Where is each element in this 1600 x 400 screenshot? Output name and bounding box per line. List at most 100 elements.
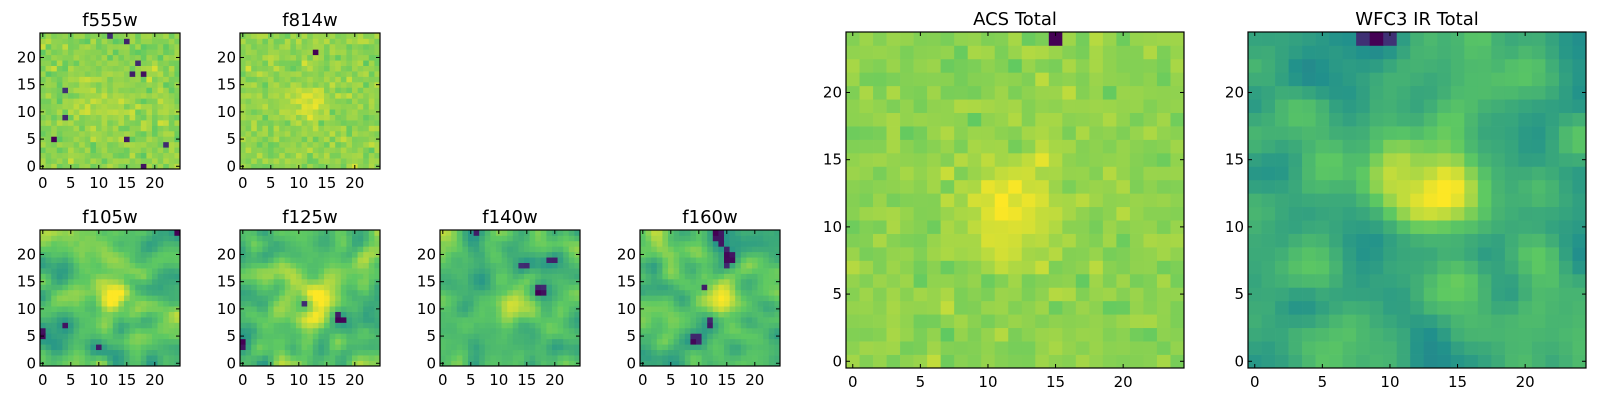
heatmap-cell: [307, 349, 314, 356]
heatmap-cell: [746, 278, 753, 285]
heatmap-cell: [68, 240, 74, 247]
heatmap-cell: [1156, 273, 1171, 288]
heatmap-cell: [954, 32, 969, 46]
heatmap-cell: [324, 130, 330, 137]
heatmap-cell: [96, 333, 102, 340]
heatmap-cell: [68, 49, 74, 56]
heatmap-cell: [535, 311, 542, 318]
heatmap-cell: [490, 360, 497, 367]
heatmap-cell: [363, 114, 370, 121]
heatmap-cell: [84, 246, 91, 253]
heatmap-cell: [967, 85, 982, 100]
heatmap-cell: [296, 284, 302, 291]
heatmap-cell: [535, 333, 542, 340]
heatmap-cell: [279, 92, 286, 99]
heatmap-cell: [135, 278, 142, 285]
heatmap-cell: [363, 76, 370, 83]
heatmap-cell: [468, 262, 474, 269]
heatmap-cell: [268, 349, 274, 356]
heatmap-cell: [873, 126, 887, 140]
heatmap-cell: [718, 317, 725, 323]
heatmap-cell: [240, 317, 246, 323]
heatmap-cell: [124, 333, 130, 340]
heatmap-cell: [307, 54, 314, 61]
heatmap-cell: [129, 81, 136, 88]
heatmap-cell: [307, 257, 314, 263]
heatmap-cell: [363, 344, 370, 351]
heatmap-cell: [712, 295, 719, 302]
heatmap-cell: [656, 327, 663, 334]
heatmap-cell: [152, 289, 158, 296]
heatmap-cell: [368, 257, 375, 263]
heatmap-cell: [290, 49, 297, 56]
heatmap-cell: [290, 360, 297, 367]
heatmap-cell: [96, 38, 102, 45]
heatmap-cell: [479, 322, 486, 329]
heatmap-cell: [251, 273, 258, 280]
heatmap-cell: [707, 344, 714, 351]
heatmap-cell: [45, 322, 52, 329]
heatmap-cell: [954, 300, 969, 315]
heatmap-cell: [340, 289, 347, 296]
heatmap-cell: [79, 322, 86, 329]
heatmap-cell: [301, 158, 308, 164]
heatmap-cell: [346, 268, 353, 274]
heatmap-cell: [163, 295, 170, 302]
heatmap-cell: [1170, 179, 1185, 194]
heatmap-cell: [157, 103, 164, 110]
heatmap-cell: [1288, 233, 1303, 248]
heatmap-cell: [296, 317, 302, 323]
heatmap-cell: [729, 289, 736, 296]
heatmap-cell: [735, 295, 742, 302]
heatmap-cell: [84, 103, 91, 110]
heatmap-cell: [768, 322, 775, 329]
heatmap-cell: [324, 333, 330, 340]
heatmap-cell: [68, 65, 74, 72]
heatmap-cell: [262, 92, 269, 99]
heatmap-cell: [1048, 72, 1063, 87]
heatmap-cell: [735, 240, 742, 247]
heatmap-cell: [662, 327, 669, 334]
heatmap-cell: [1102, 152, 1117, 167]
heatmap-cell: [340, 54, 347, 61]
heatmap-cell: [340, 300, 347, 307]
heatmap-cell: [1143, 327, 1158, 342]
heatmap-cell: [96, 257, 102, 263]
heatmap-cell: [84, 76, 91, 83]
heatmap-cell: [290, 333, 297, 340]
heatmap-cell: [168, 338, 175, 345]
heatmap-cell: [329, 120, 336, 126]
heatmap-cell: [490, 338, 497, 345]
heatmap-cell: [251, 306, 258, 312]
heatmap-cell: [90, 333, 97, 340]
heatmap-cell: [363, 49, 370, 56]
heatmap-cell: [101, 163, 108, 170]
heatmap-cell: [90, 284, 97, 291]
heatmap-cell: [296, 65, 302, 72]
heatmap-cell: [535, 235, 542, 242]
heatmap-cell: [757, 289, 764, 296]
heatmap-cell: [268, 60, 274, 66]
heatmap-cell: [163, 230, 170, 236]
heatmap-cell: [135, 333, 142, 340]
heatmap-cell: [1423, 166, 1438, 181]
x-tick-label: 15: [517, 371, 536, 389]
heatmap-cell: [712, 235, 719, 242]
heatmap-cell: [296, 251, 302, 258]
heatmap-cell: [251, 103, 258, 110]
heatmap-cell: [1477, 314, 1492, 329]
heatmap-cell: [1129, 112, 1144, 127]
heatmap-cell: [363, 273, 370, 280]
heatmap-cell: [735, 322, 742, 329]
heatmap-cell: [301, 141, 308, 148]
heatmap-cell: [501, 349, 508, 356]
heatmap-cell: [324, 262, 330, 269]
heatmap-cell: [1531, 260, 1546, 275]
heatmap-cell: [456, 360, 463, 367]
heatmap-cell: [496, 322, 502, 329]
heatmap-cell: [886, 126, 901, 140]
heatmap-cell: [873, 247, 887, 261]
heatmap-cell: [640, 327, 646, 334]
heatmap-cell: [324, 355, 330, 361]
heatmap-cell: [668, 322, 674, 329]
